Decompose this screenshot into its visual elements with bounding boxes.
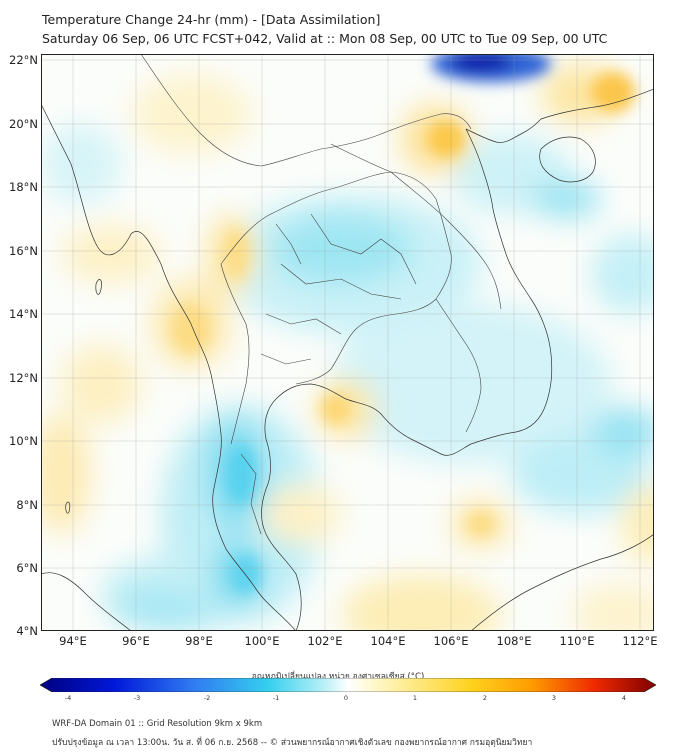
lat-label: 8°N: [16, 498, 38, 512]
footer-credit: ปรับปรุงข้อมูล ณ เวลา 13:00น. วัน ส. ที่…: [52, 738, 533, 748]
lat-label: 16°N: [9, 244, 38, 258]
colorbar-tick: 0: [343, 694, 349, 702]
lon-label: 104°E: [370, 634, 406, 648]
coastlines: [41, 88, 654, 631]
lon-label: 108°E: [496, 634, 532, 648]
temperature-field: [41, 64, 654, 631]
colorbar: [40, 678, 656, 692]
lat-label: 4°N: [16, 624, 38, 638]
lon-label: 102°E: [307, 634, 343, 648]
map-title: Temperature Change 24-hr (mm) - [Data As…: [42, 12, 381, 27]
lon-label: 96°E: [122, 634, 150, 648]
map-subtitle: Saturday 06 Sep, 06 UTC FCST+042, Valid …: [42, 31, 608, 46]
colorbar-tick: -3: [133, 694, 141, 702]
temperature-change-map: [41, 54, 654, 631]
lon-label: 110°E: [559, 634, 595, 648]
lon-label: 94°E: [59, 634, 87, 648]
colorbar-tick: 4: [621, 694, 627, 702]
country-borders: [140, 54, 502, 535]
lat-label: 22°N: [9, 53, 38, 67]
lon-label: 100°E: [244, 634, 280, 648]
map-frame: [41, 54, 654, 631]
lat-label: 10°N: [9, 434, 38, 448]
lon-label: 112°E: [622, 634, 658, 648]
colorbar-tick: 2: [482, 694, 488, 702]
colorbar-title: อุณหภูมิเปลี่ยนแปลง หน่วย องศาเซลเซียส (…: [251, 672, 425, 682]
lon-label: 106°E: [433, 634, 469, 648]
colorbar-tick: 1: [412, 694, 418, 702]
colorbar-gradient: [40, 678, 656, 692]
temperature-field-cores: [171, 54, 635, 594]
colorbar-tick: 3: [551, 694, 557, 702]
footer-model-info: WRF-DA Domain 01 :: Grid Resolution 9km …: [52, 719, 263, 729]
lat-label: 18°N: [9, 180, 38, 194]
lon-label: 98°E: [185, 634, 213, 648]
colorbar-tick: -4: [64, 694, 72, 702]
colorbar-tick: -1: [272, 694, 280, 702]
colorbar-tick: -2: [203, 694, 211, 702]
lat-label: 12°N: [9, 371, 38, 385]
lat-lon-grid: [41, 54, 654, 631]
lat-label: 20°N: [9, 117, 38, 131]
lat-label: 6°N: [16, 561, 38, 575]
lat-label: 14°N: [9, 307, 38, 321]
